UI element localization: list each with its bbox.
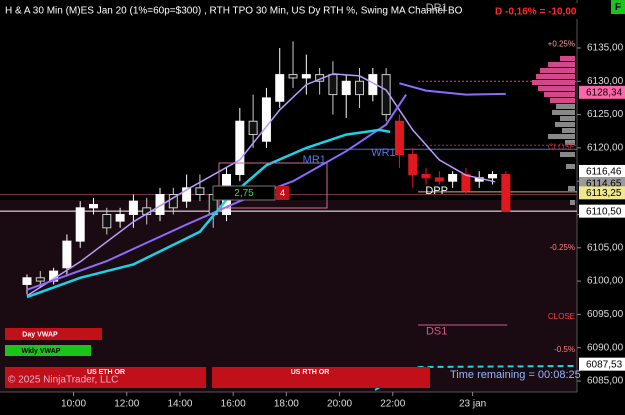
price-tag	[579, 357, 625, 371]
corner-label[interactable]: F	[615, 2, 621, 13]
y-tick-label: 6135,00	[587, 43, 624, 54]
candle-body	[301, 74, 311, 79]
eth-session-bar	[5, 367, 206, 388]
candle-body	[248, 120, 258, 136]
trade-count-box	[276, 186, 289, 200]
level-label: DR1	[426, 2, 448, 14]
corner-badge[interactable]	[611, 0, 625, 14]
x-tick-label: 18:00	[274, 399, 299, 410]
candle-body	[155, 194, 165, 215]
x-tick-label: 14:00	[167, 399, 192, 410]
candle-body	[461, 174, 471, 192]
y-tick-label: 6085,00	[587, 376, 624, 387]
candle-body	[328, 74, 338, 96]
rth-region	[0, 200, 577, 392]
candle-body	[22, 277, 32, 285]
level-label: MR1	[303, 154, 326, 166]
x-tick-label: 12:00	[114, 399, 139, 410]
daily-change: D -0,16% = -10,00	[495, 7, 577, 18]
y-tick-label: 6100,00	[587, 276, 624, 287]
wkly-vwap-button[interactable]	[5, 345, 91, 356]
level-label: DS1	[426, 326, 447, 338]
price-tag-label: 6087,53	[586, 359, 623, 370]
x-tick-label: 23 jan	[459, 399, 486, 410]
time-remaining: Time remaining = 00:08:25	[450, 369, 581, 381]
candle-body	[448, 174, 458, 182]
candle-body	[394, 120, 404, 156]
candle-body	[434, 177, 444, 182]
copyright: © 2025 NinjaTrader, LLC	[8, 375, 118, 386]
price-tag	[579, 186, 625, 200]
price-tag	[579, 85, 625, 99]
level-label: -0.25%	[550, 243, 575, 252]
candle-body	[341, 80, 351, 96]
candle-body	[62, 240, 72, 269]
day-vwap-label[interactable]: Day VWAP	[22, 331, 58, 338]
candle-body	[408, 154, 418, 176]
candle-body	[168, 194, 178, 209]
price-tag-label: 6110,50	[586, 206, 622, 217]
trade-price-box	[212, 185, 276, 201]
rth-session-bar	[212, 367, 430, 388]
level-label: CLOSE	[548, 312, 575, 321]
x-tick-label: 20:00	[327, 399, 352, 410]
candle-body	[35, 277, 45, 282]
ma-line	[399, 82, 506, 96]
price-tag	[579, 204, 625, 218]
level-label: WR1	[371, 147, 395, 159]
price-tag-label: 6128,34	[586, 87, 623, 98]
y-tick-label: 6095,00	[587, 309, 624, 320]
candle-body	[275, 74, 285, 102]
candle-body	[89, 203, 99, 209]
level-label: -0.5%	[554, 345, 575, 354]
trade-price: 2,75	[234, 188, 254, 199]
x-tick-label: 10:00	[61, 399, 86, 410]
candle-body	[75, 207, 85, 242]
y-tick-label: 6120,00	[587, 143, 624, 154]
candle-body	[115, 213, 125, 222]
day-vwap-button[interactable]	[5, 328, 102, 340]
y-tick-label: 6130,00	[587, 76, 624, 87]
chart-title: H & A 30 Min (M)ES Jan 20 (1%=60p=$300) …	[5, 6, 463, 17]
candle-body	[182, 187, 192, 202]
x-tick-label: 16:00	[221, 399, 246, 410]
candle-body	[128, 200, 138, 215]
rth-session-label: US RTH OR	[291, 369, 330, 376]
y-tick-label: 6105,00	[587, 242, 624, 253]
y-tick-label: 6125,00	[587, 109, 624, 120]
candle-body	[195, 187, 205, 196]
price-tag-label: 6113,25	[586, 188, 622, 199]
change-box	[490, 3, 580, 19]
candle-body	[235, 120, 245, 176]
candle-body	[355, 80, 365, 96]
candle-body	[501, 174, 511, 212]
ma-line	[26, 128, 391, 299]
level-label: DPP	[425, 185, 448, 197]
candle-body	[488, 174, 498, 179]
eth-session-label: US ETH OR	[87, 369, 125, 376]
wkly-vwap-label[interactable]: Wkly VWAP	[22, 348, 61, 355]
x-tick-label: 22:00	[380, 399, 405, 410]
candle-body	[261, 97, 271, 142]
price-tag	[579, 164, 625, 178]
candle-body	[381, 74, 391, 116]
candle-body	[288, 74, 298, 79]
y-tick-label: 6090,00	[587, 342, 624, 353]
level-label: +0.25%	[548, 40, 575, 49]
level-label: CLOSE	[548, 142, 575, 151]
trade-count: 4	[280, 188, 285, 198]
candle-body	[421, 174, 431, 179]
price-tag-label: 6114,65	[586, 179, 622, 190]
ma-line	[26, 73, 496, 297]
candle-body	[102, 213, 112, 229]
volume-profile	[532, 56, 575, 205]
price-tag-label: 6116,46	[586, 167, 622, 178]
